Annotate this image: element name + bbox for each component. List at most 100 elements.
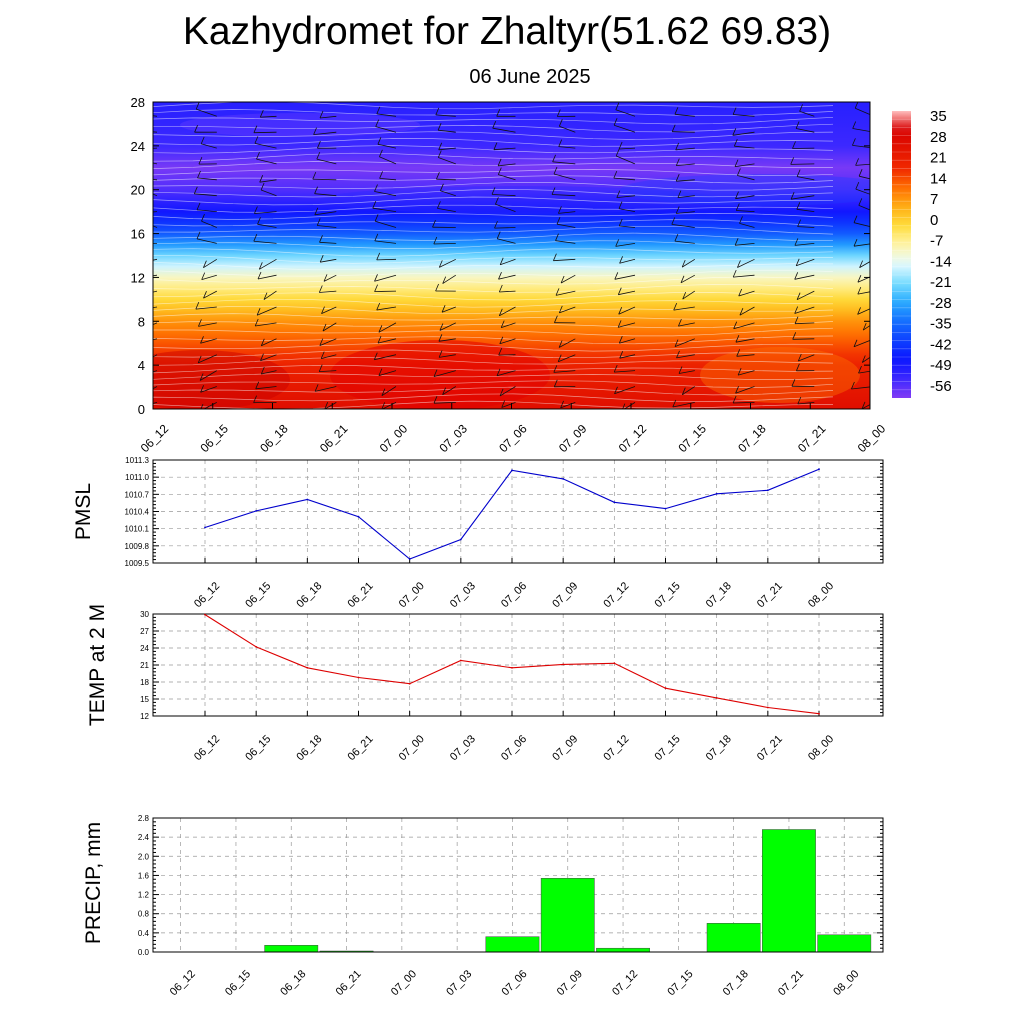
x-tick-label: 07_12 bbox=[601, 733, 631, 763]
field-texture bbox=[153, 113, 870, 409]
wind-barb bbox=[678, 370, 695, 374]
wind-barb-feather bbox=[139, 124, 142, 131]
colorbar-label: -28 bbox=[930, 295, 952, 312]
wind-barb bbox=[195, 306, 217, 310]
wind-barb bbox=[153, 274, 158, 277]
wind-barb-feather bbox=[614, 272, 619, 280]
y-tick-label: 28 bbox=[131, 95, 145, 110]
wind-barb bbox=[500, 258, 516, 266]
wind-barb-feather bbox=[260, 366, 265, 375]
wind-barb-feather bbox=[254, 136, 259, 144]
wind-barb-feather bbox=[858, 169, 863, 177]
data-point bbox=[511, 666, 513, 669]
wind-barb bbox=[855, 188, 870, 195]
y-tick-label: 2.0 bbox=[138, 852, 150, 861]
wind-barb bbox=[314, 211, 337, 216]
wind-barb-feather bbox=[862, 322, 867, 331]
wind-barb-feather bbox=[682, 291, 687, 300]
data-point bbox=[818, 468, 820, 471]
wind-barb-feather bbox=[617, 320, 622, 328]
colorbar-label: -7 bbox=[930, 233, 943, 250]
wind-barb bbox=[196, 238, 217, 244]
wind-barb bbox=[553, 258, 576, 262]
contour-line bbox=[153, 196, 834, 206]
contour-line bbox=[153, 240, 834, 249]
wind-barb bbox=[674, 113, 695, 117]
wind-barb bbox=[314, 193, 337, 197]
wind-barb bbox=[794, 243, 815, 246]
wind-barb bbox=[319, 290, 337, 293]
wind-barb-feather bbox=[442, 387, 446, 395]
wind-barb-feather bbox=[858, 365, 862, 374]
wind-barb-feather bbox=[797, 353, 802, 362]
wind-barb-feather bbox=[618, 141, 623, 150]
wind-barb-feather bbox=[613, 118, 618, 126]
wind-barb-feather bbox=[735, 203, 740, 211]
x-tick-label: 07_09 bbox=[550, 733, 580, 763]
wind-barb-feather bbox=[797, 219, 801, 227]
wind-barb bbox=[378, 370, 397, 376]
wind-barb-feather bbox=[615, 239, 620, 247]
wind-barb-feather bbox=[195, 102, 200, 110]
wind-barb bbox=[377, 143, 397, 149]
y-axis-label: PMSL bbox=[72, 483, 95, 540]
wind-barb bbox=[322, 322, 337, 332]
wind-barb bbox=[257, 274, 277, 280]
wind-barb bbox=[261, 370, 277, 375]
contour-line bbox=[153, 342, 834, 352]
heatmap-panel: 0 4 8 12 16 20 24 28 06_12 06_15 06_18 06_21 07_00 07… bbox=[131, 95, 889, 455]
colorbar-label: 7 bbox=[930, 191, 938, 208]
wind-barb-feather bbox=[433, 396, 438, 404]
wind-barb-feather bbox=[438, 142, 443, 150]
wind-barb bbox=[674, 338, 695, 347]
wind-barb bbox=[436, 178, 456, 181]
data-point bbox=[511, 469, 513, 472]
x-tick-label: 07_09 bbox=[556, 421, 590, 455]
wind-barb bbox=[319, 115, 337, 119]
contour-line bbox=[153, 145, 834, 154]
wind-barb-feather bbox=[556, 217, 561, 225]
colorbar-label: -35 bbox=[930, 316, 952, 333]
y-tick-label: 18 bbox=[140, 678, 149, 687]
wind-barb-feather bbox=[853, 239, 858, 247]
wind-barb-feather bbox=[790, 192, 795, 200]
wind-barb bbox=[199, 370, 218, 381]
x-tick-label: 07_06 bbox=[500, 968, 530, 998]
wind-barb bbox=[153, 115, 158, 117]
x-tick-label: 06_18 bbox=[257, 421, 291, 455]
contour-line bbox=[153, 161, 834, 169]
contour-line bbox=[153, 400, 834, 409]
wind-barb-feather bbox=[675, 142, 680, 151]
wind-barb bbox=[676, 179, 695, 182]
wind-barb bbox=[321, 306, 337, 314]
wind-barb bbox=[378, 322, 397, 333]
y-tick-label: 1.2 bbox=[138, 891, 150, 900]
wind-barb bbox=[797, 402, 815, 405]
contour-line bbox=[153, 386, 834, 396]
wind-barb bbox=[733, 322, 755, 330]
wind-barb-feather bbox=[493, 142, 498, 150]
wind-barb bbox=[499, 290, 516, 293]
wind-barb-feather bbox=[674, 339, 679, 347]
wind-barb-feather bbox=[374, 274, 378, 282]
wind-barb-feather bbox=[792, 332, 797, 340]
wind-barb bbox=[374, 354, 397, 361]
wind-barb-feather bbox=[619, 351, 624, 359]
wind-barb-feather bbox=[138, 206, 141, 213]
wind-barb bbox=[615, 243, 636, 247]
wind-barb-feather bbox=[618, 218, 623, 227]
wind-barb-feather bbox=[617, 287, 622, 295]
wind-barb-feather bbox=[613, 170, 618, 179]
wind-barb-feather bbox=[499, 336, 504, 344]
wind-barb-feather bbox=[141, 288, 144, 295]
wind-barb-feather bbox=[671, 124, 676, 132]
wind-barb bbox=[439, 258, 456, 268]
wind-barb-feather bbox=[553, 365, 558, 373]
wind-barb-feather bbox=[442, 276, 447, 284]
plot-area bbox=[153, 818, 883, 952]
y-tick-label: 0 bbox=[138, 402, 145, 417]
wind-barb bbox=[313, 131, 337, 135]
wind-barb-feather bbox=[560, 400, 564, 409]
x-tick-label: 07_00 bbox=[397, 733, 427, 763]
wind-barb-feather bbox=[794, 306, 799, 314]
